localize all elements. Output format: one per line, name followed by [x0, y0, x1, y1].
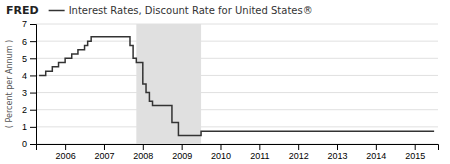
x-tick: 2011: [250, 144, 269, 161]
x-tick-label: 2006: [56, 151, 76, 161]
grid: [36, 24, 438, 144]
annotation: FRED: [6, 4, 39, 17]
y-tick-mark: [30, 144, 36, 145]
x-tick: 2010: [211, 144, 231, 161]
y-tick-label: 4: [22, 71, 27, 81]
y-tick-label: 1: [22, 122, 27, 132]
x-tick-mark: [143, 144, 144, 150]
grid-line: [36, 58, 438, 59]
x-tick-mark: [104, 144, 105, 150]
y-tick-label: 6: [22, 37, 27, 47]
grid-line: [36, 109, 438, 110]
grid-line: [36, 126, 438, 127]
y-tick: 6: [22, 37, 36, 47]
x-tick-label: 2008: [133, 151, 153, 161]
y-tick: 4: [22, 71, 36, 81]
x-tick-mark: [220, 144, 221, 150]
grid-line: [36, 41, 438, 42]
plot-area: 2006200720082009201020112012201320142015…: [22, 19, 439, 161]
x-tick-mark: [376, 144, 377, 150]
y-tick-mark: [30, 127, 36, 128]
x-tick-label: 2012: [289, 151, 309, 161]
x-tick: 2013: [327, 144, 347, 161]
x-tick-mark: [298, 144, 299, 150]
x-tick-label: 2009: [172, 151, 192, 161]
y-tick: 7: [22, 19, 36, 29]
x-tick-label: 2015: [405, 151, 425, 161]
x-tick: 2008: [133, 144, 153, 161]
grid-line: [36, 24, 438, 25]
y-tick: 1: [22, 122, 36, 132]
chart: FRED Interest Rates, Discount Rate for Un…: [0, 0, 450, 164]
y-tick-mark: [30, 75, 36, 76]
x-tick: 2009: [172, 144, 192, 161]
y-tick-label: 2: [22, 105, 27, 115]
y-tick-mark: [30, 93, 36, 94]
y-tick-mark: [30, 110, 36, 111]
y-tick: 5: [22, 54, 36, 64]
y-axis-title: ( Percent per Annum ): [5, 40, 14, 128]
y-tick-mark: [30, 58, 36, 59]
y-tick: 3: [22, 88, 36, 98]
x-tick-label: 2007: [94, 151, 114, 161]
x-axis-line: [37, 145, 439, 151]
y-tick-label: 3: [22, 88, 27, 98]
header: FRED Interest Rates, Discount Rate for Un…: [6, 4, 313, 17]
y-axis-line: [30, 25, 37, 145]
x-tick-mark: [415, 144, 416, 150]
y-tick: 0: [22, 139, 36, 149]
x-tick-label: 2014: [366, 151, 386, 161]
x-tick-mark: [65, 144, 66, 150]
y-tick-mark: [30, 24, 36, 25]
x-tick-label: 2013: [327, 151, 347, 161]
y-tick-label: 7: [22, 19, 27, 29]
y-tick-mark: [30, 41, 36, 42]
grid-line: [36, 92, 438, 93]
x-tick-mark: [337, 144, 338, 150]
x-tick: 2014: [366, 144, 386, 161]
x-tick-label: 2010: [211, 151, 231, 161]
x-tick: 2012: [289, 144, 309, 161]
y-tick: 2: [22, 105, 36, 115]
x-axis: 2006 2007 2008 2009 2010 2011 2012 2013 2014 2015: [37, 144, 439, 161]
y-axis: 0 1 2 3 4 5 6 7: [22, 19, 37, 149]
x-tick-label: 2011: [250, 151, 269, 161]
line: [39, 37, 434, 136]
x-tick-mark: [259, 144, 260, 150]
x-tick: 2006: [56, 144, 76, 161]
x-tick: 2007: [94, 144, 114, 161]
x-tick-mark: [182, 144, 183, 150]
y-tick-label: 5: [22, 54, 27, 64]
title: Interest Rates, Discount Rate for United…: [69, 5, 313, 16]
chart-container: FRED Interest Rates, Discount Rate for Un…: [0, 0, 450, 164]
y-tick-label: 0: [22, 139, 27, 149]
grid-line: [36, 75, 438, 76]
x-tick: 2015: [405, 144, 425, 161]
marks: [39, 24, 434, 144]
title-key: [49, 10, 65, 12]
